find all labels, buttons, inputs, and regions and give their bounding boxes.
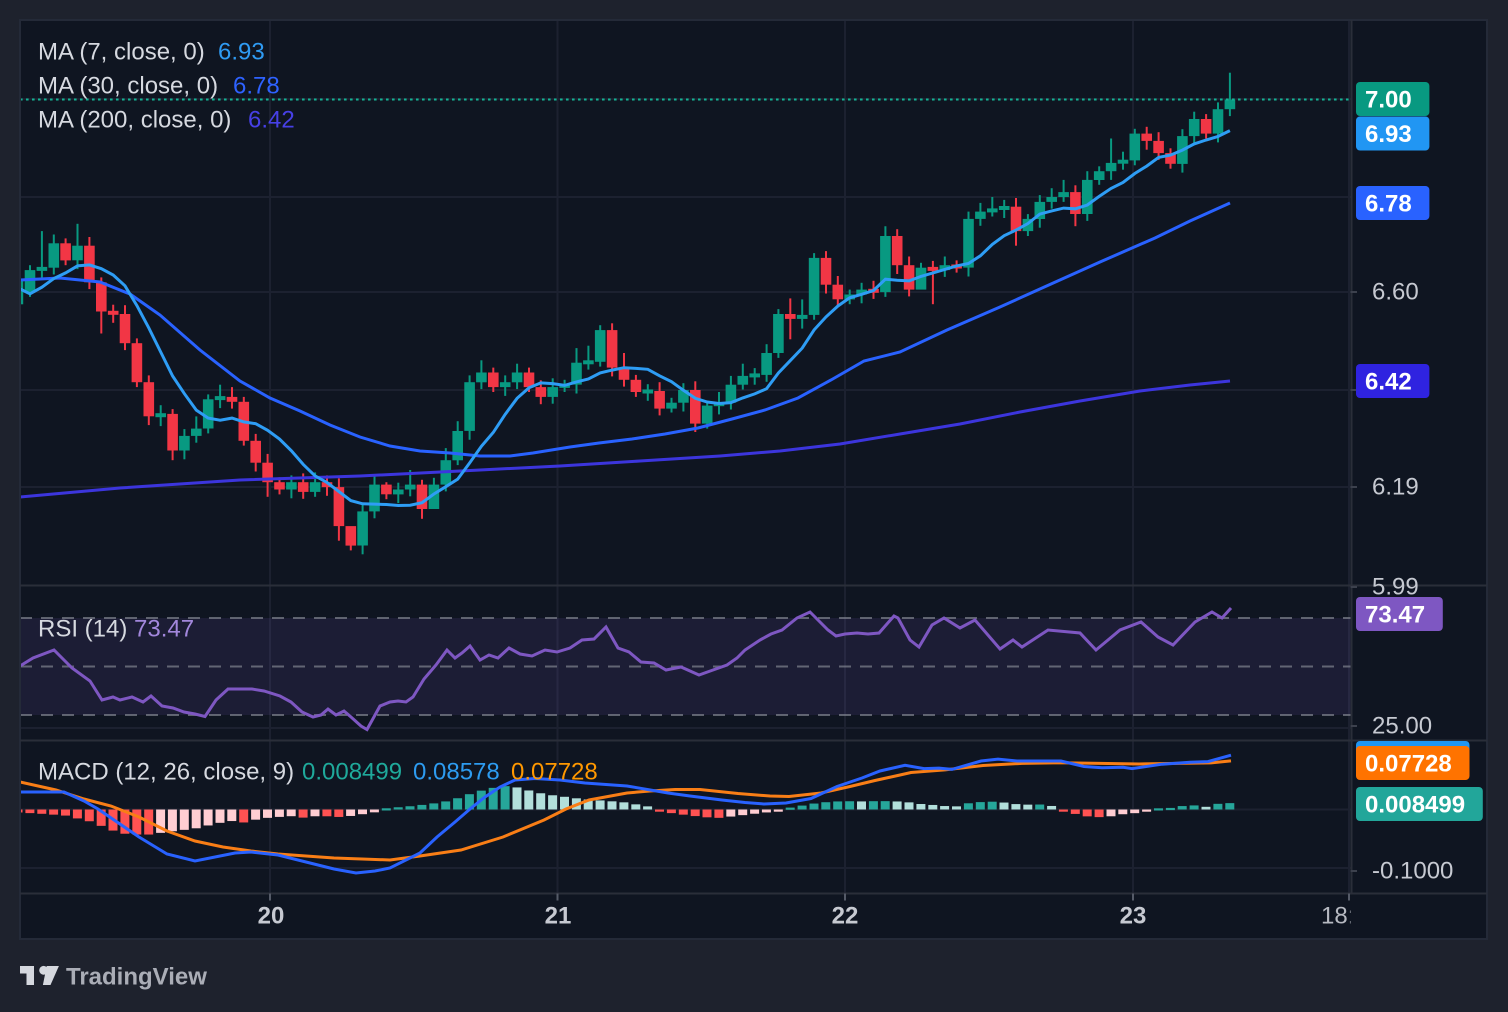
svg-text:6.42: 6.42 (248, 107, 295, 134)
svg-text:0.07728: 0.07728 (1365, 751, 1452, 778)
svg-text:-0.1000: -0.1000 (1372, 858, 1453, 885)
svg-text:0.008499: 0.008499 (1365, 792, 1465, 819)
svg-text:0.08578: 0.08578 (413, 759, 500, 786)
svg-text:6.19: 6.19 (1372, 474, 1419, 501)
svg-text:6.93: 6.93 (1365, 121, 1412, 148)
svg-text:MA (30, close, 0): MA (30, close, 0) (38, 73, 218, 100)
svg-text:18:00: 18:00 (1321, 903, 1381, 930)
svg-text:21: 21 (545, 903, 572, 930)
svg-text:6.42: 6.42 (1365, 369, 1412, 396)
svg-text:0.008499: 0.008499 (302, 759, 402, 786)
svg-text:23: 23 (1120, 903, 1147, 930)
svg-text:MACD (12, 26, close, 9): MACD (12, 26, close, 9) (38, 759, 294, 786)
svg-text:6.60: 6.60 (1372, 279, 1419, 306)
svg-text:0.07728: 0.07728 (511, 759, 598, 786)
svg-text:7.00: 7.00 (1365, 87, 1412, 114)
svg-text:6.78: 6.78 (1365, 191, 1412, 218)
svg-text:RSI (14): RSI (14) (38, 616, 127, 643)
svg-text:22: 22 (832, 903, 859, 930)
svg-text:MA (200, close, 0): MA (200, close, 0) (38, 107, 231, 134)
svg-text:5.99: 5.99 (1372, 574, 1419, 601)
svg-text:6.78: 6.78 (233, 73, 280, 100)
svg-text:73.47: 73.47 (134, 616, 194, 643)
svg-text:20: 20 (258, 903, 285, 930)
svg-text:73.47: 73.47 (1365, 602, 1425, 629)
svg-text:MA (7, close, 0): MA (7, close, 0) (38, 39, 205, 66)
svg-text:6.93: 6.93 (218, 39, 265, 66)
svg-text:25.00: 25.00 (1372, 713, 1432, 740)
svg-text:TradingView: TradingView (66, 964, 207, 991)
